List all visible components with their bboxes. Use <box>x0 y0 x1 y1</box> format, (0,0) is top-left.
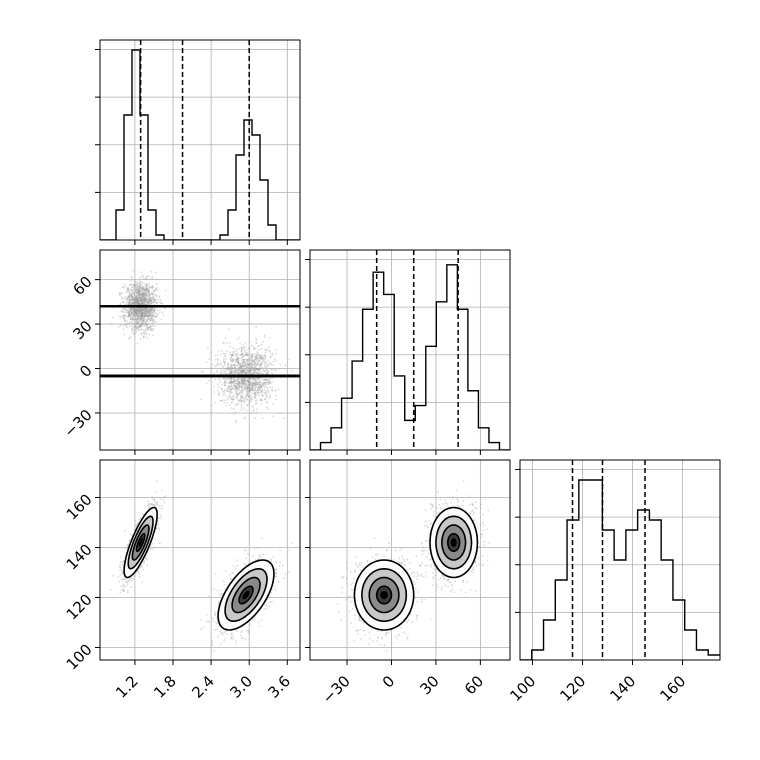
histogram-step <box>100 49 300 240</box>
x-tick-label: −30 <box>319 672 354 707</box>
x-tick-label: 2.4 <box>188 672 218 702</box>
panel-frame <box>99 39 301 241</box>
y-tick-label: 0 <box>76 361 95 380</box>
x-tick-label: 3.0 <box>226 672 256 702</box>
y-tick-label: 120 <box>63 590 96 623</box>
sample-points <box>109 269 293 424</box>
density-peak <box>380 590 388 600</box>
x-tick-label: 120 <box>556 672 589 705</box>
hist-panel-0 <box>95 39 301 241</box>
histogram-step <box>520 479 720 660</box>
panel-frame <box>309 459 511 661</box>
x-tick-label: 60 <box>461 672 487 698</box>
density-peak <box>450 538 457 547</box>
panel-frame <box>99 249 301 451</box>
x-tick-label: 0 <box>379 672 398 691</box>
x-tick-label: 1.8 <box>150 672 180 702</box>
panel-frame <box>99 459 301 661</box>
x-tick-label: 1.2 <box>112 672 142 702</box>
y-tick-label: 30 <box>69 317 95 343</box>
panel-frame <box>519 459 721 661</box>
hist-panel-2 <box>515 459 721 661</box>
x-tick-label: 3.6 <box>265 672 295 702</box>
hist-panel-1 <box>305 249 511 451</box>
y-tick-label: 160 <box>63 490 96 523</box>
scatter-panel-0-2 <box>99 459 301 661</box>
y-tick-label: 60 <box>69 273 95 299</box>
y-tick-label: 140 <box>63 540 96 573</box>
x-tick-label: 100 <box>506 672 539 705</box>
x-tick-label: 30 <box>417 672 443 698</box>
density-peak <box>138 538 143 547</box>
histogram-step <box>310 264 510 450</box>
y-tick-label: 100 <box>63 640 96 673</box>
density-peak <box>242 590 250 600</box>
y-tick-label: −30 <box>61 406 96 441</box>
panel-frame <box>309 249 511 451</box>
scatter-panel-1-2 <box>309 459 511 661</box>
x-tick-label: 160 <box>656 672 689 705</box>
x-tick-label: 140 <box>606 672 639 705</box>
scatter-panel-0-1 <box>99 249 301 451</box>
